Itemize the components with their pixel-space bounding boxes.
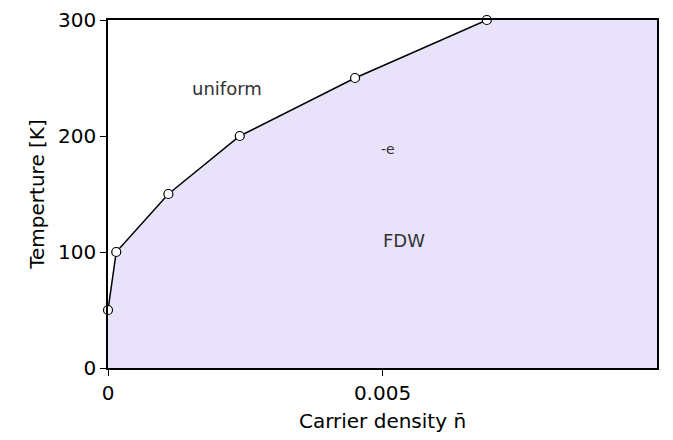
svg-text:FDW: FDW: [383, 230, 425, 251]
svg-text:0: 0: [102, 381, 115, 405]
svg-text:300: 300: [58, 8, 96, 32]
svg-text:Temperture [K]: Temperture [K]: [25, 119, 49, 270]
svg-text:Carrier density n̄: Carrier density n̄: [299, 409, 466, 433]
svg-text:uniform: uniform: [192, 78, 262, 99]
svg-text:-e: -e: [381, 141, 395, 157]
svg-text:0.005: 0.005: [354, 381, 411, 405]
svg-text:100: 100: [58, 240, 96, 264]
svg-text:0: 0: [84, 356, 97, 380]
svg-text:200: 200: [58, 124, 96, 148]
